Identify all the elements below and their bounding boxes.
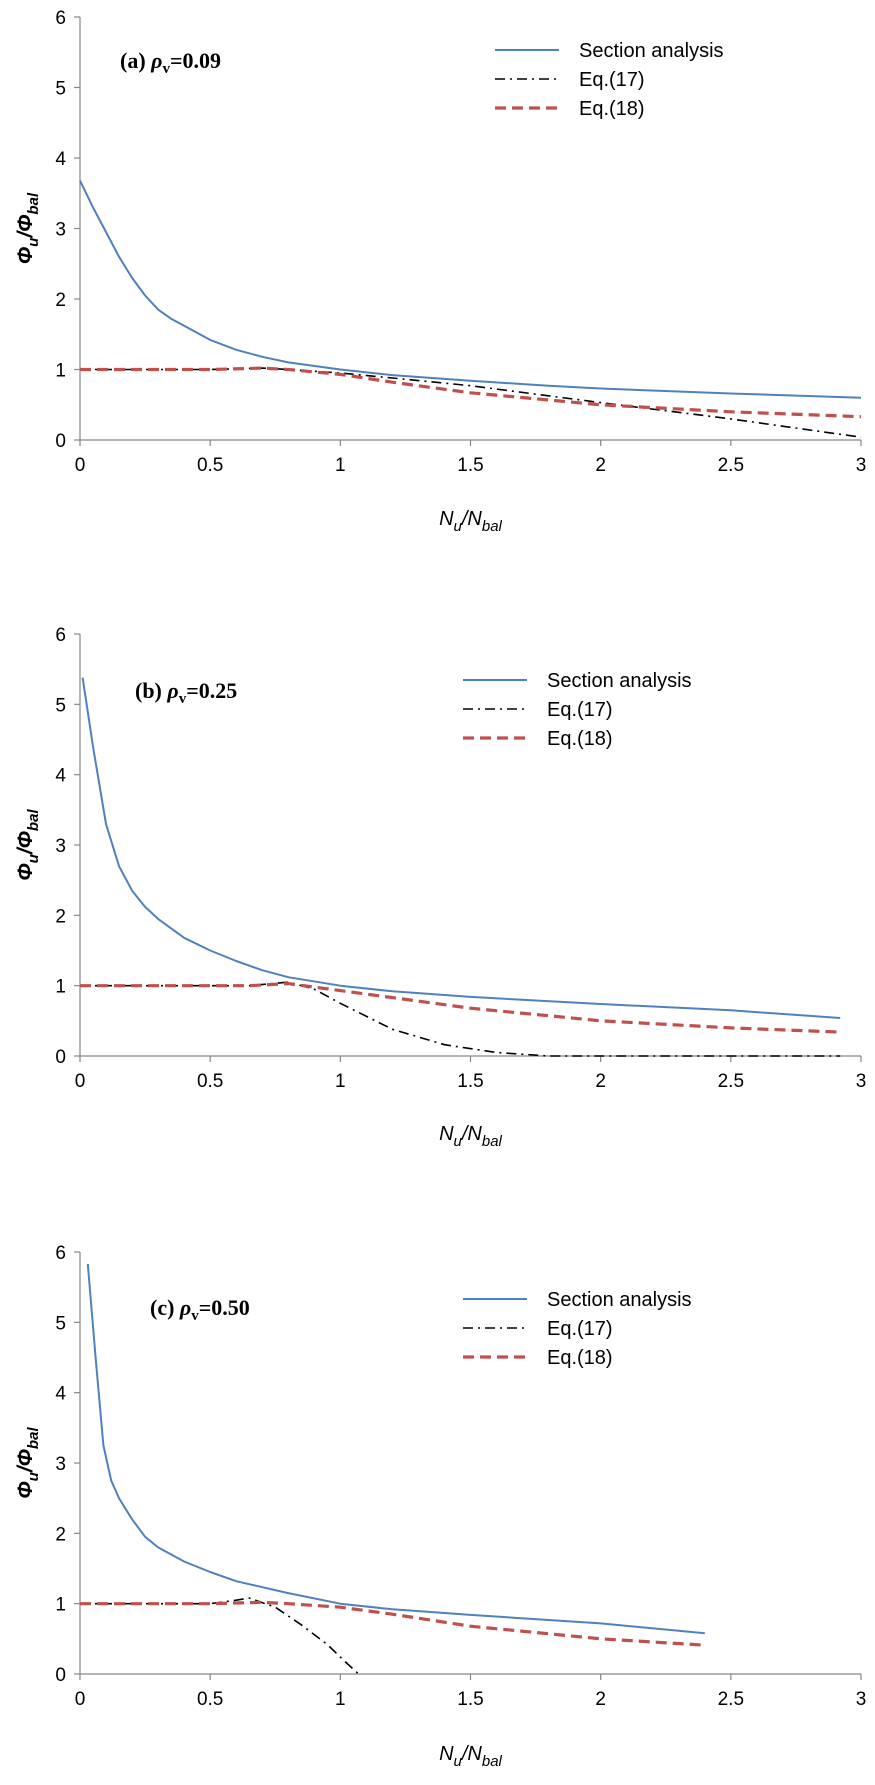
panel-c-y-tick-label: 1 bbox=[55, 1595, 66, 1616]
panel-a-legend-label: Eq.(18) bbox=[579, 98, 645, 120]
panel-a-y-tick-label: 4 bbox=[55, 149, 66, 170]
panel-a-series-eq-18 bbox=[80, 366, 862, 419]
panel-a-x-tick-label: 1.5 bbox=[457, 455, 483, 476]
panel-c-legend-label: Eq.(18) bbox=[547, 1347, 613, 1369]
panel-b-y-axis-title: Φu/Φbal bbox=[14, 809, 42, 881]
panel-c-y-axis-title: Φu/Φbal bbox=[14, 1427, 42, 1499]
panel-b-series-eq-17 bbox=[80, 981, 841, 1057]
panel-a-y-tick-label: 1 bbox=[55, 361, 66, 382]
panel-b-x-axis-title: Nu/Nbal bbox=[439, 1123, 502, 1150]
panel-b-x-tick-label: 0.5 bbox=[197, 1071, 223, 1092]
panel-c-y-tick-label: 3 bbox=[55, 1454, 66, 1475]
panel-c-x-axis-title: Nu/Nbal bbox=[439, 1743, 502, 1770]
panel-a-y-tick-label: 2 bbox=[55, 290, 66, 311]
panel-b-x-tick-label: 0 bbox=[75, 1071, 86, 1092]
panel-c-legend-label: Eq.(17) bbox=[547, 1318, 613, 1340]
panel-c-x-tick-label: 0 bbox=[75, 1689, 86, 1710]
panel-c-series-eq-18 bbox=[80, 1600, 705, 1647]
panel-b-x-tick-label: 1.5 bbox=[457, 1071, 483, 1092]
panel-b-legend-label: Eq.(18) bbox=[547, 728, 613, 750]
panel-b-y-tick-label: 2 bbox=[55, 906, 66, 927]
panel-c-label: (c) ρv=0.50 bbox=[150, 1295, 250, 1324]
panel-a-label: (a) ρv=0.09 bbox=[120, 48, 221, 77]
panel-b-y-tick-label: 4 bbox=[55, 766, 66, 787]
panel-b-y-tick-label: 3 bbox=[55, 836, 66, 857]
panel-a-y-tick-label: 6 bbox=[55, 8, 66, 29]
panel-c-series-eq-17 bbox=[80, 1597, 360, 1675]
panel-c-x-tick-label: 2.5 bbox=[718, 1689, 744, 1710]
panel-b-y-tick-label: 6 bbox=[55, 625, 66, 646]
panel-b-x-tick-label: 2 bbox=[595, 1071, 606, 1092]
panel-a-x-tick-label: 2.5 bbox=[718, 455, 744, 476]
panel-b-y-tick-label: 0 bbox=[55, 1047, 66, 1068]
panel-a-x-tick-label: 0.5 bbox=[197, 455, 223, 476]
panel-c-series-section-analysis bbox=[86, 1263, 705, 1635]
panel-a-y-tick-label: 5 bbox=[55, 79, 66, 100]
panel-c-legend-label: Section analysis bbox=[547, 1289, 692, 1311]
panel-c-x-tick-label: 3 bbox=[856, 1689, 867, 1710]
panel-b-series-section-analysis bbox=[81, 677, 841, 1019]
panel-b-x-tick-label: 3 bbox=[856, 1071, 867, 1092]
panel-a-series-eq-17 bbox=[80, 367, 862, 438]
panel-c-x-tick-label: 1.5 bbox=[457, 1689, 483, 1710]
panel-b-x-tick-label: 1 bbox=[335, 1071, 346, 1092]
panel-c-y-tick-label: 4 bbox=[55, 1384, 66, 1405]
panel-a-legend-label: Eq.(17) bbox=[579, 69, 645, 91]
panel-c-x-tick-label: 2 bbox=[595, 1689, 606, 1710]
panel-c-x-tick-label: 0.5 bbox=[197, 1689, 223, 1710]
panel-c-y-tick-label: 2 bbox=[55, 1524, 66, 1545]
panel-a-y-tick-label: 3 bbox=[55, 220, 66, 241]
panel-a-x-axis-title: Nu/Nbal bbox=[439, 508, 502, 535]
panel-c-x-tick-label: 1 bbox=[335, 1689, 346, 1710]
panel-b-series-eq-18 bbox=[80, 981, 841, 1034]
panel-a-y-tick-label: 0 bbox=[55, 431, 66, 452]
panel-b-label: (b) ρv=0.25 bbox=[135, 678, 237, 707]
panel-c-y-tick-label: 6 bbox=[55, 1243, 66, 1264]
panel-c-y-tick-label: 5 bbox=[55, 1313, 66, 1334]
panel-b-x-tick-label: 2.5 bbox=[718, 1071, 744, 1092]
panel-a-x-tick-label: 3 bbox=[856, 455, 867, 476]
panel-c-y-tick-label: 0 bbox=[55, 1665, 66, 1686]
panel-b-y-tick-label: 1 bbox=[55, 977, 66, 998]
panel-b-legend-label: Eq.(17) bbox=[547, 699, 613, 721]
panel-b-legend-label: Section analysis bbox=[547, 670, 692, 692]
panel-a-y-axis-title: Φu/Φbal bbox=[14, 192, 42, 264]
panel-a-x-tick-label: 0 bbox=[75, 455, 86, 476]
panel-a-x-tick-label: 2 bbox=[595, 455, 606, 476]
panel-a-x-tick-label: 1 bbox=[335, 455, 346, 476]
panel-a-legend-label: Section analysis bbox=[579, 40, 724, 62]
panel-a-series-section-analysis bbox=[79, 180, 862, 399]
panel-b-y-tick-label: 5 bbox=[55, 695, 66, 716]
